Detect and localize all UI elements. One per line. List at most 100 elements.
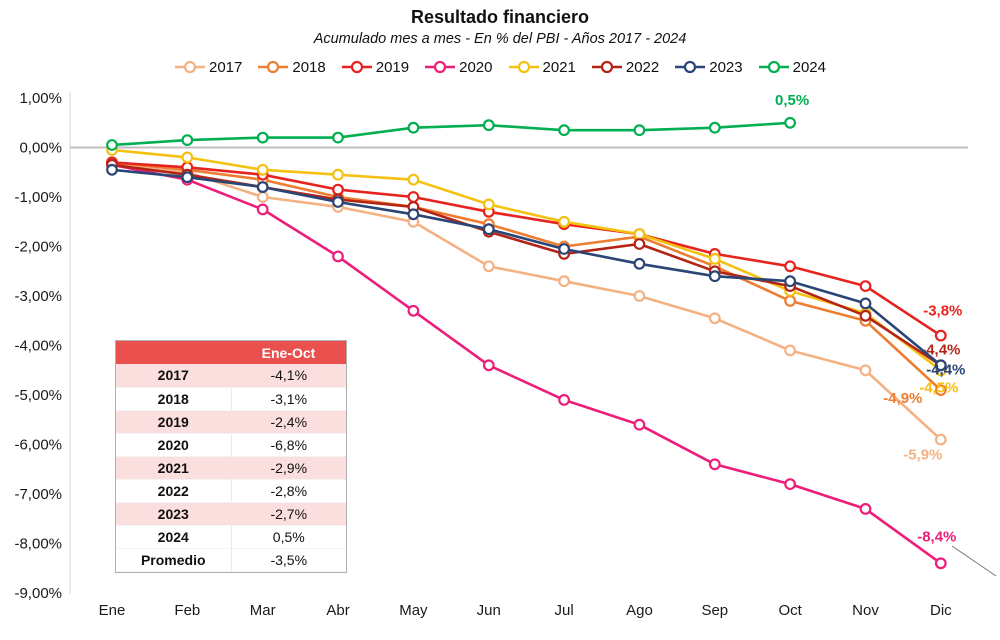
table-year-cell: 2024 [116,525,232,549]
table-value-cell: -2,7% [231,502,346,526]
data-point-marker [859,280,872,293]
data-point-marker [482,198,495,211]
data-point-marker [633,418,646,431]
data-point-marker [708,121,721,134]
table-value-cell: 0,5% [231,525,346,549]
legend-label: 2023 [709,58,743,76]
table-row-2024: 2024 0,5% [116,525,346,549]
data-point-marker [407,208,420,221]
data-point-marker [256,191,269,203]
table-year-cell: 2021 [116,456,232,480]
data-point-marker [934,433,947,446]
table-year-cell: Promedio [116,547,232,572]
data-point-marker [633,238,646,250]
data-point-marker [784,275,796,288]
x-tick-label: Mar [250,602,276,619]
x-tick-label: Nov [852,602,879,619]
series-end-label-2018: -4,9% [883,390,922,407]
data-point-marker [407,121,420,134]
data-point-marker [934,557,947,570]
x-tick-label: Ago [626,602,653,619]
summary-table-grid: Ene-Oct 2017 -4,1% 2018 -3,1% 2019 -2,4% 2020 -6… [116,341,346,572]
legend-label: 2020 [459,58,493,76]
table-row-2022: 2022 -2,8% [116,479,346,503]
data-point-marker [482,223,495,236]
data-point-marker [482,260,495,273]
data-point-marker [332,196,344,208]
series-line-2021 [111,148,942,372]
series-end-label-2020: -8,4% [917,528,956,545]
data-point-marker [633,124,646,137]
table-header-period-cell: Ene-Oct [231,341,346,364]
chart-legend: 2017 2018 2019 2020 2021 2022 2023 2024 [0,56,1000,78]
y-tick-label: -9,00% [14,585,62,602]
table-value-cell: -2,9% [231,456,346,480]
data-point-marker [332,131,344,144]
data-point-marker [181,171,194,184]
y-tick-label: -5,00% [14,387,62,404]
table-value-cell: -2,4% [231,410,346,434]
legend-label: 2021 [542,58,576,76]
x-tick-label: Ene [99,602,126,619]
legend-item-2024: 2024 [758,59,826,76]
chart-subtitle: Acumulado mes a mes - En % del PBI - Año… [313,31,687,47]
data-point-marker [934,359,947,372]
legend-label: 2024 [792,58,826,76]
table-row-promedio: Promedio -3,5% [116,547,346,572]
data-point-marker [256,181,269,193]
data-point-marker [708,270,721,283]
table-value-cell: -3,1% [231,387,346,411]
data-point-marker [407,191,420,203]
data-point-marker [407,173,420,186]
table-year-cell: 2022 [116,479,232,503]
table-year-cell: 2017 [116,364,232,388]
table-value-cell: -4,1% [231,364,346,388]
x-tick-label: Sep [701,602,728,619]
data-point-marker [784,478,796,491]
data-point-marker [708,252,721,265]
series-end-label-2022: -4,4% [921,341,960,358]
data-point-marker [558,275,570,288]
data-point-marker [256,163,269,176]
table-row-2019: 2019 -2,4% [116,410,346,434]
legend-marker-icon [341,60,372,74]
data-point-marker [181,151,194,164]
legend-item-2017: 2017 [174,59,242,76]
x-tick-label: Oct [778,602,802,619]
x-tick-label: Abr [326,602,349,619]
data-point-marker [256,131,269,144]
data-point-marker [934,384,947,397]
table-year-cell: 2023 [116,502,232,526]
legend-marker-icon [175,60,205,74]
series-end-label-2023: -4,4% [926,361,965,378]
series-end-label-2021: -4,5% [919,379,958,396]
series-line-2018 [111,161,942,392]
legend-item-2018: 2018 [257,59,326,76]
series-end-label-2024: 0,5% [775,92,809,109]
data-point-marker [558,124,570,137]
data-point-marker [633,290,646,302]
data-point-marker [633,228,646,241]
series-end-label-2019: -3,8% [923,303,962,320]
legend-marker-icon [425,60,456,74]
data-point-marker [558,215,570,228]
legend-item-2023: 2023 [674,58,743,76]
data-point-marker [934,329,947,342]
data-point-marker [332,168,344,181]
data-point-marker [332,250,344,263]
table-row-2018: 2018 -3,1% [116,387,346,411]
data-point-marker [482,359,495,372]
table-header-empty-cell [116,341,231,364]
table-value-cell: -6,8% [231,433,346,457]
data-point-marker [708,458,721,471]
data-point-marker [708,312,721,325]
legend-marker-icon [675,60,706,74]
data-point-marker [633,257,646,270]
series-line-2017 [111,161,942,441]
data-point-marker [859,503,872,515]
table-year-cell: 2019 [116,410,232,434]
table-year-cell: 2020 [116,433,232,457]
data-point-marker [181,134,194,146]
table-year-cell: 2018 [116,387,232,411]
data-point-marker [482,119,495,132]
